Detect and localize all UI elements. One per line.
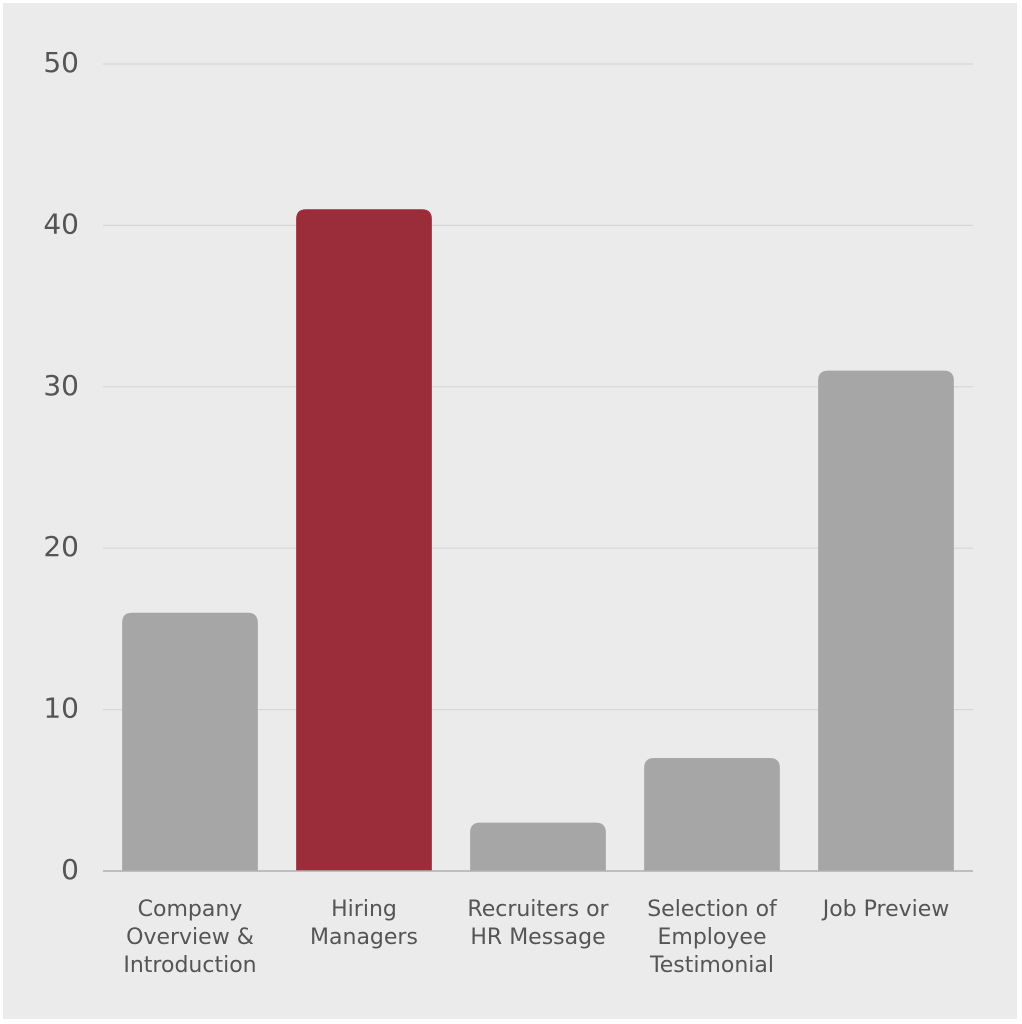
bar — [122, 612, 258, 871]
y-tick-label: 40 — [43, 207, 79, 240]
x-tick-label: Company Overview & Introduction — [123, 897, 257, 978]
y-tick-label: 10 — [43, 692, 79, 725]
x-tick-label: Hiring Managers — [310, 897, 418, 950]
bar — [818, 370, 954, 871]
x-tick-label: Job Preview — [822, 897, 950, 922]
bar — [470, 822, 606, 871]
x-tick-label: Recruiters or HR Message — [467, 897, 609, 950]
chart-area: 0 10 20 30 40 50 Company Overview & Introduct… — [3, 3, 1017, 1019]
y-tick-label: 20 — [43, 530, 79, 563]
y-tick-label: 50 — [43, 46, 79, 79]
bar — [644, 758, 780, 871]
x-tick-label: Selection of Employee Testimonial — [647, 897, 777, 978]
chart: 0 10 20 30 40 50 — [43, 46, 973, 886]
y-tick-label: 30 — [43, 369, 79, 402]
bar — [296, 209, 432, 871]
y-tick-label: 0 — [61, 853, 79, 886]
